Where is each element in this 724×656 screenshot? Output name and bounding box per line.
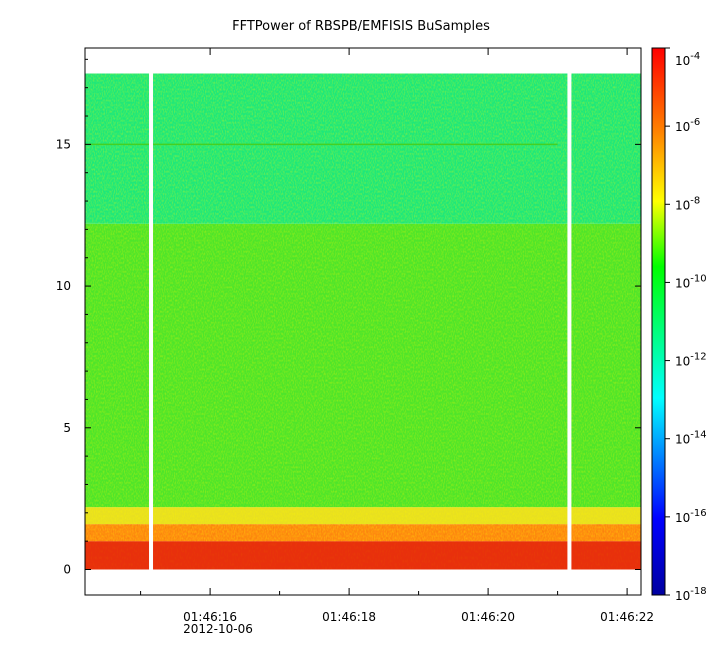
colorbar-tick-label-1: 10-6 [675, 117, 700, 134]
colorbar-tick-label-3: 10-10 [675, 273, 707, 290]
x-tick-label-2: 01:46:20 [461, 610, 515, 624]
y-axis: 0 5 10 15 [56, 58, 641, 576]
y-tick-label-3: 15 [56, 137, 71, 151]
y-tick-label-0: 0 [63, 562, 71, 576]
x-tick-label-0: 01:46:16 [183, 610, 237, 624]
x-tick-label-1: 01:46:18 [322, 610, 376, 624]
data-gap-1 [567, 73, 572, 570]
colorbar-tick-label-4: 10-12 [675, 352, 707, 369]
data-gap-0 [149, 73, 154, 570]
x-axis: 01:46:16 01:46:18 01:46:20 01:46:22 [140, 48, 654, 624]
colorbar-axis: 10-4 10-6 10-8 10-10 10-12 10-14 10-16 10-18 [665, 47, 707, 603]
plot-frame [84, 47, 642, 596]
colorbar-tick-label-5: 10-14 [675, 430, 707, 447]
x-tick-label-3: 01:46:22 [600, 610, 654, 624]
plot-area [85, 48, 641, 595]
x-date-label: 2012-10-06 [183, 622, 253, 636]
y-tick-label-1: 5 [63, 421, 71, 435]
noise-texture [85, 73, 641, 542]
colorbar-tick-label-6: 10-16 [675, 508, 707, 525]
y-tick-label-2: 10 [56, 279, 71, 293]
colorbar [651, 47, 666, 596]
chart-title: FFTPower of RBSPB/EMFISIS BuSamples [232, 19, 490, 34]
noise-texture-low [85, 524, 641, 570]
colorbar-tick-label-2: 10-8 [675, 195, 700, 212]
colorbar-tick-label-0: 10-4 [675, 51, 700, 68]
colorbar-tick-label-7: 10-18 [675, 586, 707, 603]
